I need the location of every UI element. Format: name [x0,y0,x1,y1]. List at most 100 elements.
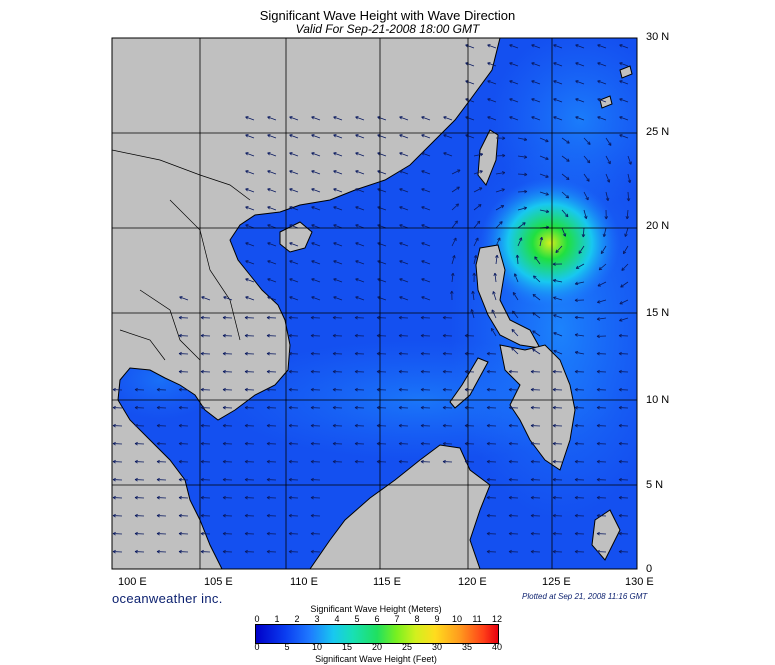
arrow-head [354,351,358,354]
arrow-head [479,152,483,155]
arrow-head [332,333,336,336]
arrow-head [376,317,380,320]
direction-arrow [399,260,409,265]
arrow-head [508,531,512,534]
arrow-head [501,221,503,225]
arrow-head [420,459,424,462]
arrow-head [134,533,138,536]
arrow-head [377,206,380,210]
direction-arrow [575,263,585,269]
arrow-head [421,242,424,246]
arrow-head [112,389,116,392]
arrow-head [596,441,600,444]
arrow-head [223,296,226,300]
arrow-head [200,443,204,446]
direction-arrow [509,62,519,67]
arrow-head [530,369,534,372]
arrow-head [112,407,116,410]
arrow-head [511,347,515,349]
arrow-head [531,80,534,84]
arrow-head [471,290,474,295]
arrow-head [134,423,138,426]
direction-arrow [583,191,589,201]
arrow-head [530,549,534,552]
arrow-head [464,389,468,392]
arrow-head [354,461,358,464]
direction-arrow [491,309,497,319]
lon-label: 115 E [373,576,401,588]
arrow-head [585,197,589,201]
arrow-head [355,296,358,300]
arrow-head [552,423,556,426]
arrow-head [134,513,138,516]
arrow-head [399,206,402,210]
arrow-head [458,169,461,173]
direction-arrow [583,155,591,164]
arrow-head [310,389,314,392]
direction-arrow [623,245,629,254]
arrow-head [486,353,490,356]
arrow-head [553,44,556,48]
arrow-head [596,443,600,446]
direction-arrow [575,281,585,285]
arrow-head [244,551,248,554]
arrow-head [134,479,138,482]
arrow-head [377,296,380,300]
feet-tick-label: 5 [284,642,290,652]
arrow-head [266,495,270,498]
arrow-head [607,197,610,201]
lon-label: 110 E [290,576,318,588]
arrow-head [596,351,600,354]
lon-label: 120 E [458,576,487,588]
arrow-head [310,351,314,354]
feet-tick-label: 35 [461,642,473,652]
arrow-head [377,170,380,174]
direction-arrow [511,347,519,355]
arrow-head [134,425,138,428]
arrow-head [134,387,138,390]
arrow-head [495,254,498,258]
arrow-head [596,497,600,500]
arrow-head [552,443,556,446]
arrow-head [509,98,512,102]
meter-tick-label: 5 [354,614,360,624]
arrow-head [112,443,116,446]
arrow-head [451,272,454,276]
arrow-head [502,155,506,158]
direction-arrow [311,224,321,229]
arrow-head [442,351,446,354]
arrow-head [156,423,160,426]
lat-label: 20 N [646,220,670,232]
arrow-head [601,251,605,255]
arrow-head [267,242,270,246]
arrow-head [618,531,622,534]
arrow-head [333,206,336,210]
arrow-head [134,477,138,480]
arrow-head [546,156,549,160]
direction-arrow [377,170,387,175]
arrow-head [567,176,570,180]
direction-arrow [245,278,255,283]
arrow-head [200,513,204,516]
arrow-head [501,205,505,209]
arrow-head [501,188,505,190]
arrow-head [574,407,578,410]
arrow-head [266,407,270,410]
arrow-head [596,495,600,498]
arrow-head [480,170,483,174]
feet-tick-label: 10 [311,642,323,652]
arrow-head [399,134,402,138]
arrow-head [442,443,446,446]
direction-arrow [267,224,277,229]
arrow-head [332,389,336,392]
arrow-head [156,459,160,462]
arrow-head [399,116,402,120]
direction-arrow [311,260,321,265]
direction-arrow [517,155,527,158]
arrow-head [606,180,610,183]
arrow-head [574,334,578,337]
arrow-head [509,116,512,120]
arrow-head [596,369,600,372]
arrow-head [508,549,512,552]
arrow-head [222,351,226,354]
